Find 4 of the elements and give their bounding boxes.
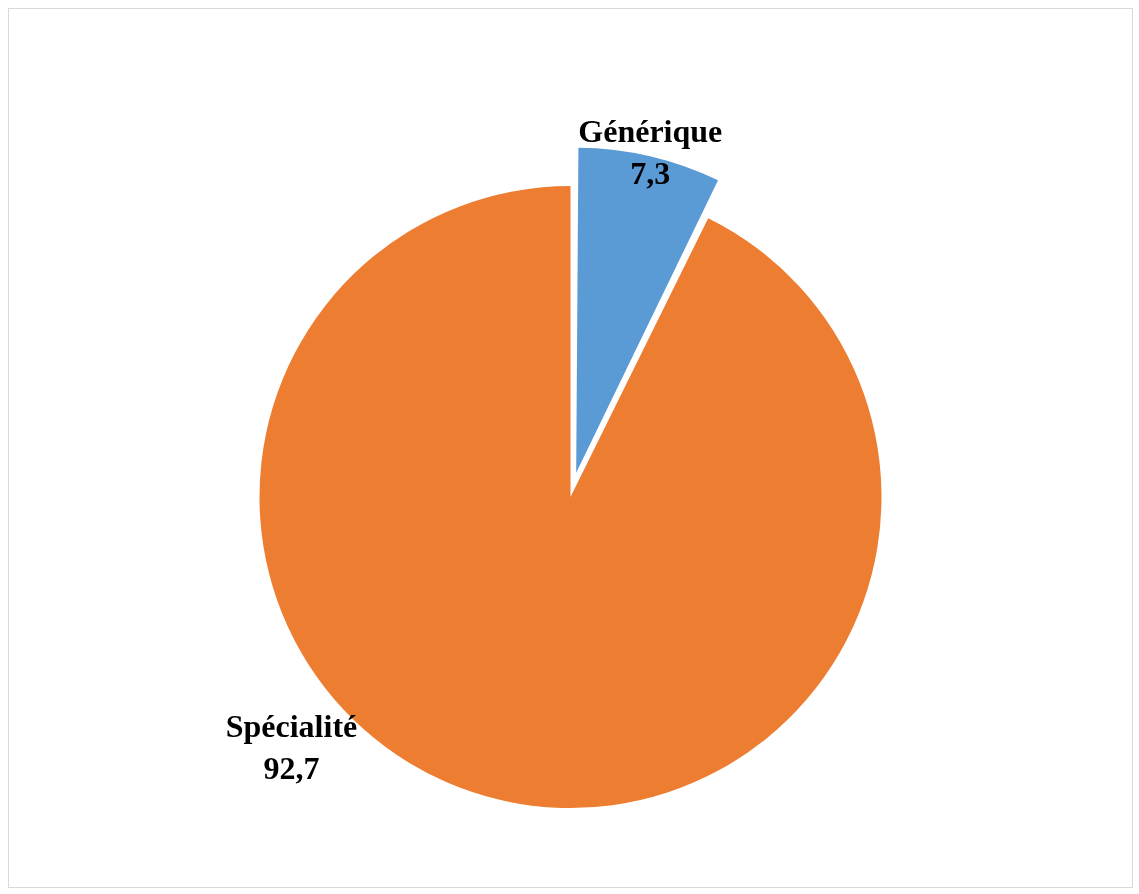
slice-label: Générique [578,113,723,150]
data-label: 92,7 [263,750,320,787]
slice-label: Spécialité [225,708,358,745]
data-label: 7,3 [630,155,671,192]
